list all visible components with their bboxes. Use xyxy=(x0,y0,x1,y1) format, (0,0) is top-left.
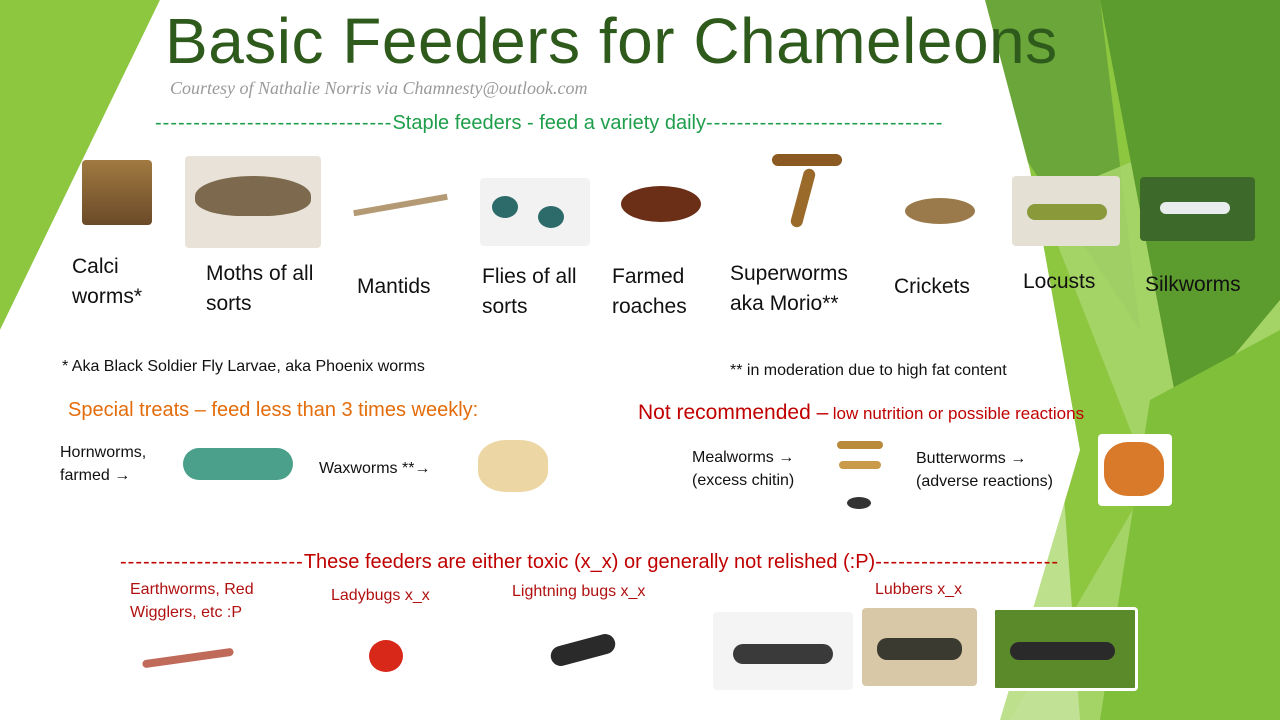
label-calci-worms: Calci worms* xyxy=(72,255,143,308)
roach-photo xyxy=(615,180,710,228)
label-flies: Flies of all sorts xyxy=(482,265,577,318)
superworm-photo xyxy=(772,148,844,233)
butterworm-photo xyxy=(1098,434,1172,506)
label-mealworms: Mealworms → (excess chitin) xyxy=(692,449,795,489)
toxic-header: ------------------------These feeders ar… xyxy=(120,551,1060,573)
lubber-photo-1 xyxy=(713,612,853,690)
treats-header: Special treats – feed less than 3 times … xyxy=(68,399,479,421)
label-superworms: Superworms aka Morio** xyxy=(730,262,848,315)
label-silkworms: Silkworms xyxy=(1145,273,1241,296)
label-roaches: Farmed roaches xyxy=(612,265,687,318)
lightning-bug-photo xyxy=(535,615,630,685)
hornworm-photo xyxy=(178,440,298,490)
footnote-calci: * Aka Black Soldier Fly Larvae, aka Phoe… xyxy=(62,358,425,375)
fly-photo xyxy=(480,178,590,246)
moth-photo xyxy=(185,156,321,248)
label-lubbers: Lubbers x_x xyxy=(875,581,963,598)
label-moths: Moths of all sorts xyxy=(206,262,314,315)
credit-line: Courtesy of Nathalie Norris via Chamnest… xyxy=(170,78,588,98)
silkworm-photo xyxy=(1140,177,1255,241)
mealworm-photo xyxy=(835,437,885,517)
lubber-photo-3 xyxy=(992,607,1138,691)
mantis-photo xyxy=(348,180,453,230)
label-earthworms: Earthworms, Red Wigglers, etc :P xyxy=(130,581,254,621)
label-ladybugs: Ladybugs x_x xyxy=(331,587,430,604)
locust-photo xyxy=(1012,176,1120,246)
label-hornworms: Hornworms, farmed → xyxy=(60,444,147,484)
page-title: Basic Feeders for Chameleons xyxy=(165,5,1058,77)
not-recommended-header: Not recommended – low nutrition or possi… xyxy=(638,401,1085,424)
label-locusts: Locusts xyxy=(1023,270,1096,293)
cricket-photo xyxy=(885,180,1000,240)
footnote-superworms: ** in moderation due to high fat content xyxy=(730,362,1007,379)
calci-worm-photo xyxy=(82,160,152,225)
label-mantids: Mantids xyxy=(357,275,431,298)
label-crickets: Crickets xyxy=(894,275,970,298)
ladybug-photo xyxy=(355,630,415,682)
earthworm-photo xyxy=(138,640,238,676)
staple-header: -------------------------------Staple fe… xyxy=(155,112,944,134)
waxworm-photo xyxy=(470,430,558,502)
label-waxworms: Waxworms **→ xyxy=(319,460,431,477)
label-lightning-bugs: Lightning bugs x_x xyxy=(512,583,646,600)
lubber-photo-2 xyxy=(862,608,977,686)
label-butterworms: Butterworms → (adverse reactions) xyxy=(916,450,1053,490)
